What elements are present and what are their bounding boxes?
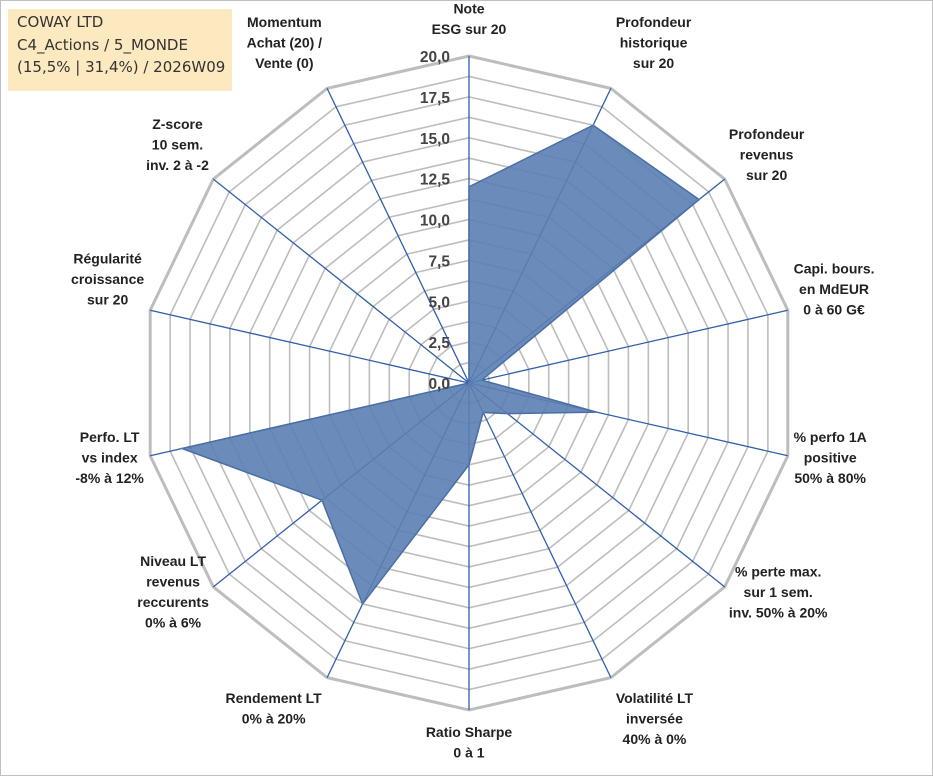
axis-spoke <box>326 88 470 384</box>
axis-label-line: 40% à 0% <box>623 731 687 747</box>
axis-label: Note ESG sur 20 <box>432 1 507 38</box>
axis-label-line: Momentum <box>247 14 322 30</box>
axis-label-line: ESG sur 20 <box>432 21 507 37</box>
axis-label: % perfo 1A positive 50% à 80% <box>794 429 867 486</box>
axis-label: Capi. bours. en MdEUR 0 à 60 G€ <box>794 260 875 317</box>
axis-label-line: 0% à 20% <box>242 711 306 727</box>
axis-label-line: -8% à 12% <box>75 470 144 486</box>
axis-label: Profondeur revenus sur 20 <box>729 126 805 183</box>
tick-label: 20,0 <box>420 49 450 66</box>
axis-spoke <box>150 309 470 384</box>
axis-label-line: vs index <box>82 450 138 466</box>
series-layer <box>179 124 701 606</box>
axis-label: Profondeur historique sur 20 <box>616 14 692 71</box>
series-area <box>179 124 701 606</box>
data-point <box>181 447 184 450</box>
axis-label-line: 0 à 60 G€ <box>803 301 865 317</box>
axis-label-line: Ratio Sharpe <box>426 724 513 740</box>
axis-label-line: inv. 2 à -2 <box>146 157 209 173</box>
data-point <box>482 411 485 414</box>
data-point <box>361 602 364 605</box>
axis-label-line: sur 20 <box>633 55 674 71</box>
axis-label-line: 50% à 80% <box>794 470 866 486</box>
axis-label-line: revenus <box>740 147 794 163</box>
axis-label-line: Capi. bours. <box>794 260 875 276</box>
data-point <box>468 185 470 188</box>
axis-label-line: Perfo. LT <box>80 429 140 445</box>
axis-label-line: % perte max. <box>735 563 821 579</box>
tick-label: 7,5 <box>428 253 450 270</box>
data-point <box>480 379 483 382</box>
company-name: COWAY LTD <box>17 13 104 31</box>
data-point <box>595 411 598 414</box>
axis-label-line: Achat (20) / <box>247 34 323 50</box>
axis-spoke <box>468 382 612 678</box>
axis-label-line: reccurents <box>137 594 209 610</box>
axis-spoke <box>468 309 788 384</box>
axis-label: Perfo. LT vs index -8% à 12% <box>75 429 144 486</box>
axis-label: Momentum Achat (20) / Vente (0) <box>247 14 323 71</box>
data-point <box>592 124 595 127</box>
axis-label-line: revenus <box>146 574 200 590</box>
tick-label: 5,0 <box>428 294 450 311</box>
tick-layer: 0,0 2,5 5,0 7,5 10,0 12,5 15,0 17,5 20,0 <box>420 49 451 393</box>
data-point <box>468 382 470 384</box>
tick-label: 0,0 <box>428 376 450 393</box>
axis-spoke <box>468 382 726 588</box>
axis-label: Ratio Sharpe 0 à 1 <box>426 724 513 761</box>
axis-label: % perte max. sur 1 sem. inv. 50% à 20% <box>729 563 828 620</box>
axis-label: Niveau LT revenus reccurents 0% à 6% <box>137 553 209 631</box>
data-point <box>320 499 323 502</box>
data-point <box>506 412 509 415</box>
data-point <box>698 198 701 201</box>
axis-label-line: inv. 50% à 20% <box>729 604 828 620</box>
label-layer: Note ESG sur 20 Profondeur historique sur 20… <box>71 1 874 761</box>
axis-label-line: sur 20 <box>746 167 787 183</box>
info-box: COWAY LTD C4_Actions / 5_MONDE (15,5% | … <box>8 9 232 91</box>
axis-label-line: Z-score <box>152 116 203 132</box>
axis-label-line: Profondeur <box>729 126 805 142</box>
axis-spoke <box>212 178 470 384</box>
axis-label-line: 10 sem. <box>152 137 203 153</box>
axis-label: Volatilité LT inversée 40% à 0% <box>616 690 694 747</box>
tick-label: 2,5 <box>428 335 450 352</box>
axis-label-line: croissance <box>71 271 144 287</box>
axis-label-line: Volatilité LT <box>616 690 694 706</box>
tick-label: 15,0 <box>420 131 450 148</box>
axis-label-line: inversée <box>626 711 683 727</box>
axis-label-line: Régularité <box>73 250 142 266</box>
axis-label: Rendement LT 0% à 20% <box>226 690 323 727</box>
axis-label: Z-score 10 sem. inv. 2 à -2 <box>146 116 209 173</box>
axis-label-line: Vente (0) <box>255 55 313 71</box>
axis-label-line: sur 1 sem. <box>744 584 813 600</box>
stats-label: (15,5% | 31,4%) / 2026W09 <box>17 58 226 76</box>
axis-label-line: en MdEUR <box>799 281 869 297</box>
axis-label-line: historique <box>620 34 688 50</box>
data-point <box>468 463 470 466</box>
axis-label-line: Profondeur <box>616 14 692 30</box>
tick-label: 17,5 <box>420 90 451 107</box>
axis-label-line: 0% à 6% <box>145 615 202 631</box>
axis-label-line: Note <box>453 1 484 17</box>
axis-label-line: Rendement LT <box>226 690 323 706</box>
tick-label: 10,0 <box>420 213 450 230</box>
category-label: C4_Actions / 5_MONDE <box>17 35 188 54</box>
axis-label-line: 0 à 1 <box>453 745 484 761</box>
axis-label-line: Niveau LT <box>140 553 206 569</box>
axis-label: Régularité croissance sur 20 <box>71 250 144 307</box>
axis-label-line: positive <box>804 450 857 466</box>
tick-label: 12,5 <box>420 172 451 189</box>
axis-label-line: % perfo 1A <box>794 429 867 445</box>
axis-label-line: sur 20 <box>87 291 128 307</box>
